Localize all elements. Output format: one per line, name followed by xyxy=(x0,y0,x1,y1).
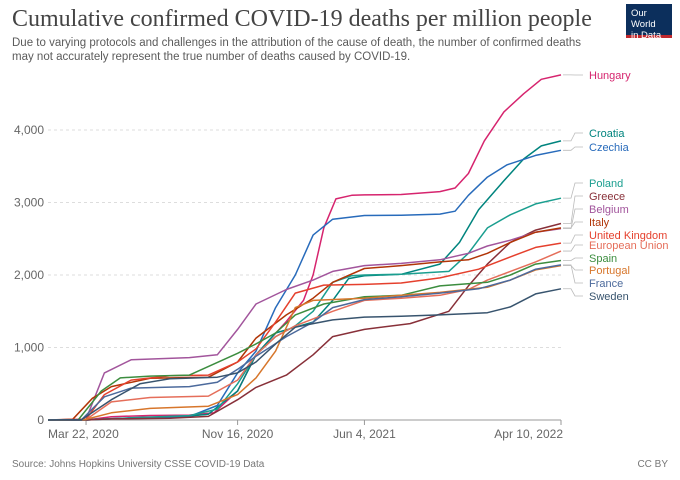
series-line xyxy=(47,288,562,421)
legend-connector xyxy=(563,221,583,229)
legend-connector xyxy=(563,234,583,244)
legend-connector xyxy=(563,208,583,230)
x-tick-label: Jun 4, 2021 xyxy=(333,427,396,441)
chart-title: Cumulative confirmed COVID-19 deaths per… xyxy=(12,6,592,32)
legend-label: Italy xyxy=(589,217,610,229)
legend-connector xyxy=(563,195,583,224)
y-tick-label: 2,000 xyxy=(14,268,44,282)
series-line xyxy=(47,227,562,421)
legend-connector xyxy=(563,265,583,271)
legend-label: Sweden xyxy=(589,291,629,303)
owid-logo[interactable]: Our World in Data xyxy=(626,4,672,41)
legend-label: Croatia xyxy=(589,128,625,140)
series-line xyxy=(48,149,562,421)
legend-label: United Kingdom xyxy=(589,230,667,242)
legend-connector xyxy=(563,288,583,297)
y-tick-label: 0 xyxy=(37,413,44,427)
series-line xyxy=(47,242,562,421)
y-tick-label: 3,000 xyxy=(14,196,44,210)
source-note: Source: Johns Hopkins University CSSE CO… xyxy=(12,459,265,470)
license-link[interactable]: CC BY xyxy=(637,459,668,470)
series-line xyxy=(48,222,562,421)
legend-connector xyxy=(563,257,583,261)
chart-subtitle: Due to varying protocols and challenges … xyxy=(12,37,581,63)
legend-connector xyxy=(563,244,583,252)
x-tick-label: Nov 16, 2020 xyxy=(202,427,274,441)
legend-connector xyxy=(563,182,583,199)
logo-line-2: in Data xyxy=(631,30,662,41)
y-tick-label: 1,000 xyxy=(14,341,44,355)
legend-label: France xyxy=(589,278,623,290)
x-tick-label: Apr 10, 2022 xyxy=(494,427,563,441)
legend-label: Greece xyxy=(589,191,625,203)
legend-label: Poland xyxy=(589,178,623,190)
legend-connector xyxy=(563,264,583,284)
series-line xyxy=(48,197,562,421)
x-tick-label: Mar 22, 2020 xyxy=(48,427,119,441)
legend-label: Czechia xyxy=(589,142,630,154)
series-line xyxy=(47,264,562,421)
logo-line-1: Our World xyxy=(631,8,656,30)
legend-connector xyxy=(563,132,583,142)
legend-label: Hungary xyxy=(589,70,631,82)
legend-label: Spain xyxy=(589,253,617,265)
series-line xyxy=(47,259,562,421)
series-line xyxy=(47,264,562,421)
y-tick-label: 4,000 xyxy=(14,123,44,137)
series-line xyxy=(47,227,562,421)
legend-label: Belgium xyxy=(589,204,629,216)
series-line xyxy=(47,250,562,421)
legend-label: European Union xyxy=(589,240,669,252)
legend-connector xyxy=(563,146,583,151)
legend-label: Portugal xyxy=(589,265,630,277)
